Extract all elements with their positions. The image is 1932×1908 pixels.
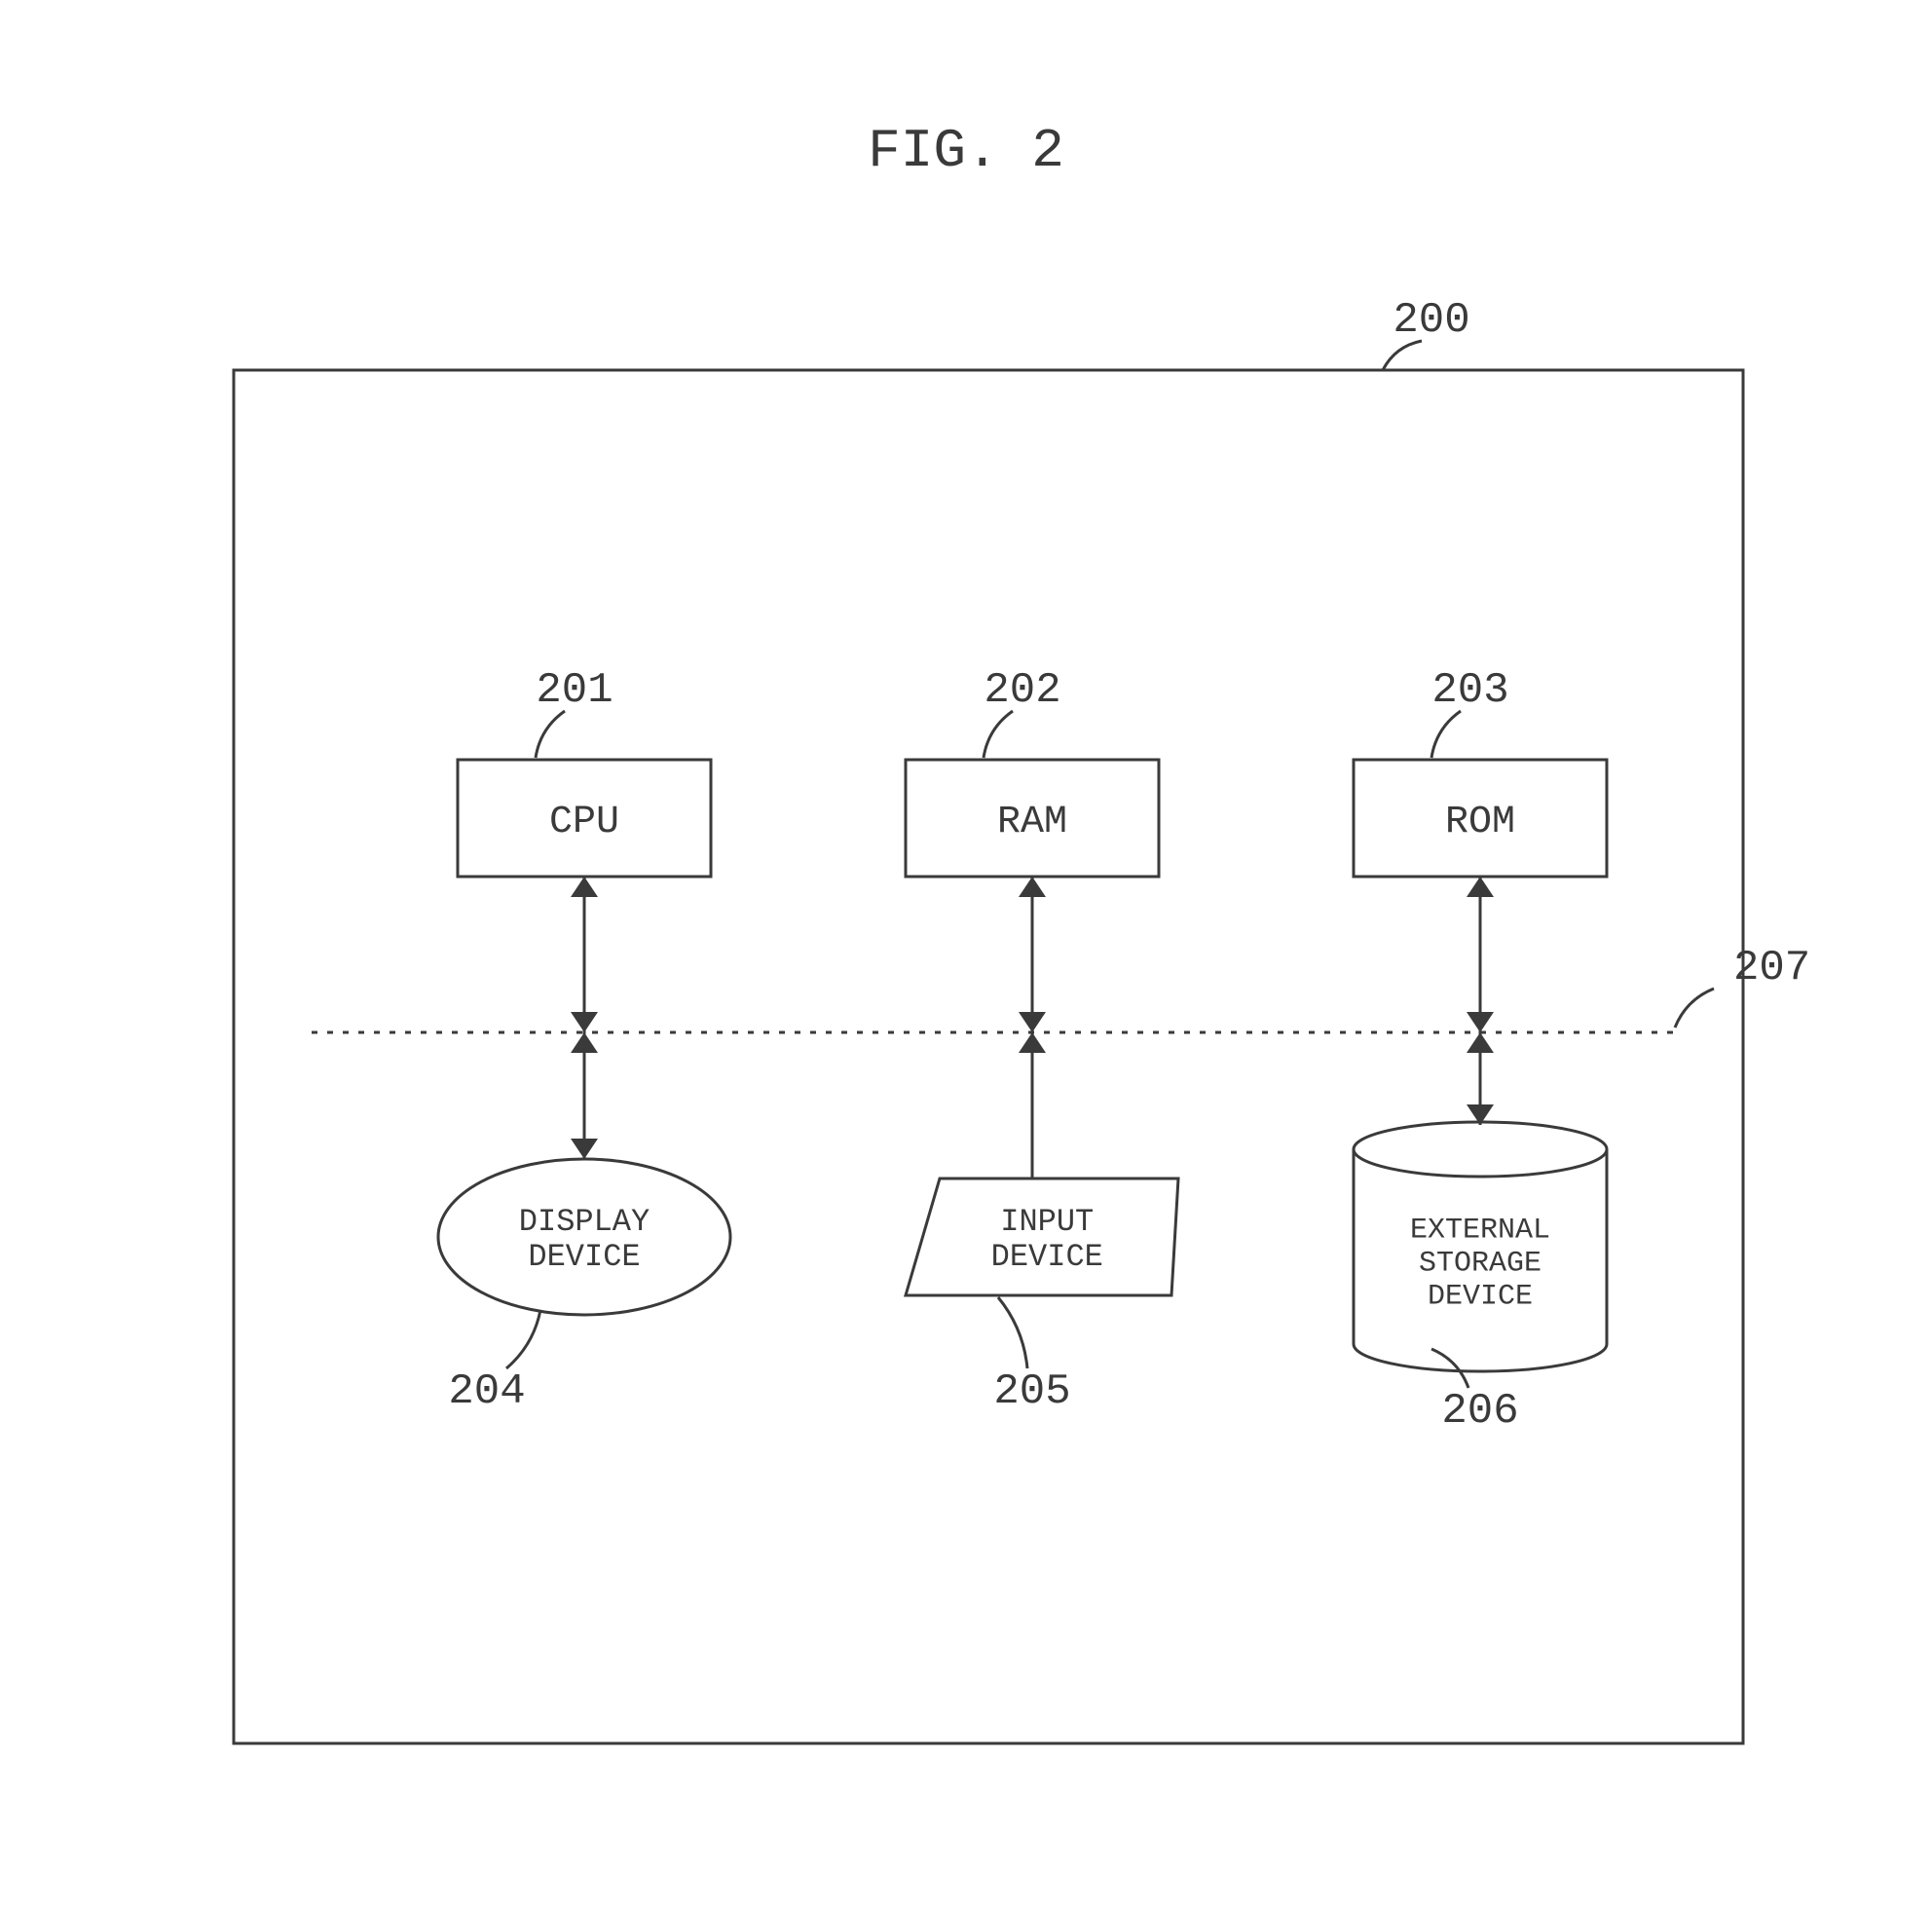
ref-206: 206 xyxy=(1441,1387,1518,1436)
display-device-text-0: DISPLAY xyxy=(519,1204,650,1240)
storage-top-ellipse xyxy=(1354,1122,1607,1177)
lead-line xyxy=(536,711,565,758)
arrowhead-down xyxy=(1019,1012,1046,1032)
arrowhead-down xyxy=(571,1139,598,1159)
figure-title: FIG. 2 xyxy=(868,120,1064,182)
lead-line xyxy=(998,1297,1027,1368)
ram-label: RAM xyxy=(997,801,1067,844)
ref-204: 204 xyxy=(448,1367,525,1416)
arrowhead-up xyxy=(571,1032,598,1053)
storage-text-2: DEVICE xyxy=(1428,1281,1533,1314)
ref-205: 205 xyxy=(993,1367,1070,1416)
arrowhead-up xyxy=(1019,877,1046,897)
lead-line xyxy=(984,711,1013,758)
lead-line xyxy=(1383,341,1422,370)
ref-207: 207 xyxy=(1733,944,1810,992)
arrowhead-up xyxy=(1467,1032,1494,1053)
storage-text-0: EXTERNAL xyxy=(1410,1215,1550,1248)
lead-line xyxy=(1431,711,1461,758)
rom-label: ROM xyxy=(1445,801,1515,844)
figure-svg: FIG. 2200207CPU201RAM202ROM203DISPLAYDEV… xyxy=(0,0,1932,1908)
arrowhead-up xyxy=(1467,877,1494,897)
input-device-text-1: DEVICE xyxy=(991,1239,1103,1275)
display-device-text-1: DEVICE xyxy=(528,1239,640,1275)
cpu-label: CPU xyxy=(549,801,619,844)
ref-200: 200 xyxy=(1393,296,1469,345)
system-outer-box xyxy=(234,370,1743,1743)
arrowhead-down xyxy=(1467,1012,1494,1032)
input-device-text-0: INPUT xyxy=(1000,1204,1094,1240)
lead-line xyxy=(506,1310,540,1368)
arrowhead-up xyxy=(571,877,598,897)
arrowhead-down xyxy=(571,1012,598,1032)
ref-203: 203 xyxy=(1431,666,1508,715)
arrowhead-up xyxy=(1019,1032,1046,1053)
ref-201: 201 xyxy=(536,666,613,715)
storage-text-1: STORAGE xyxy=(1419,1248,1542,1281)
storage-bottom-arc xyxy=(1354,1344,1607,1371)
ref-202: 202 xyxy=(984,666,1060,715)
figure-page: FIG. 2200207CPU201RAM202ROM203DISPLAYDEV… xyxy=(0,0,1932,1908)
lead-line xyxy=(1675,989,1714,1028)
